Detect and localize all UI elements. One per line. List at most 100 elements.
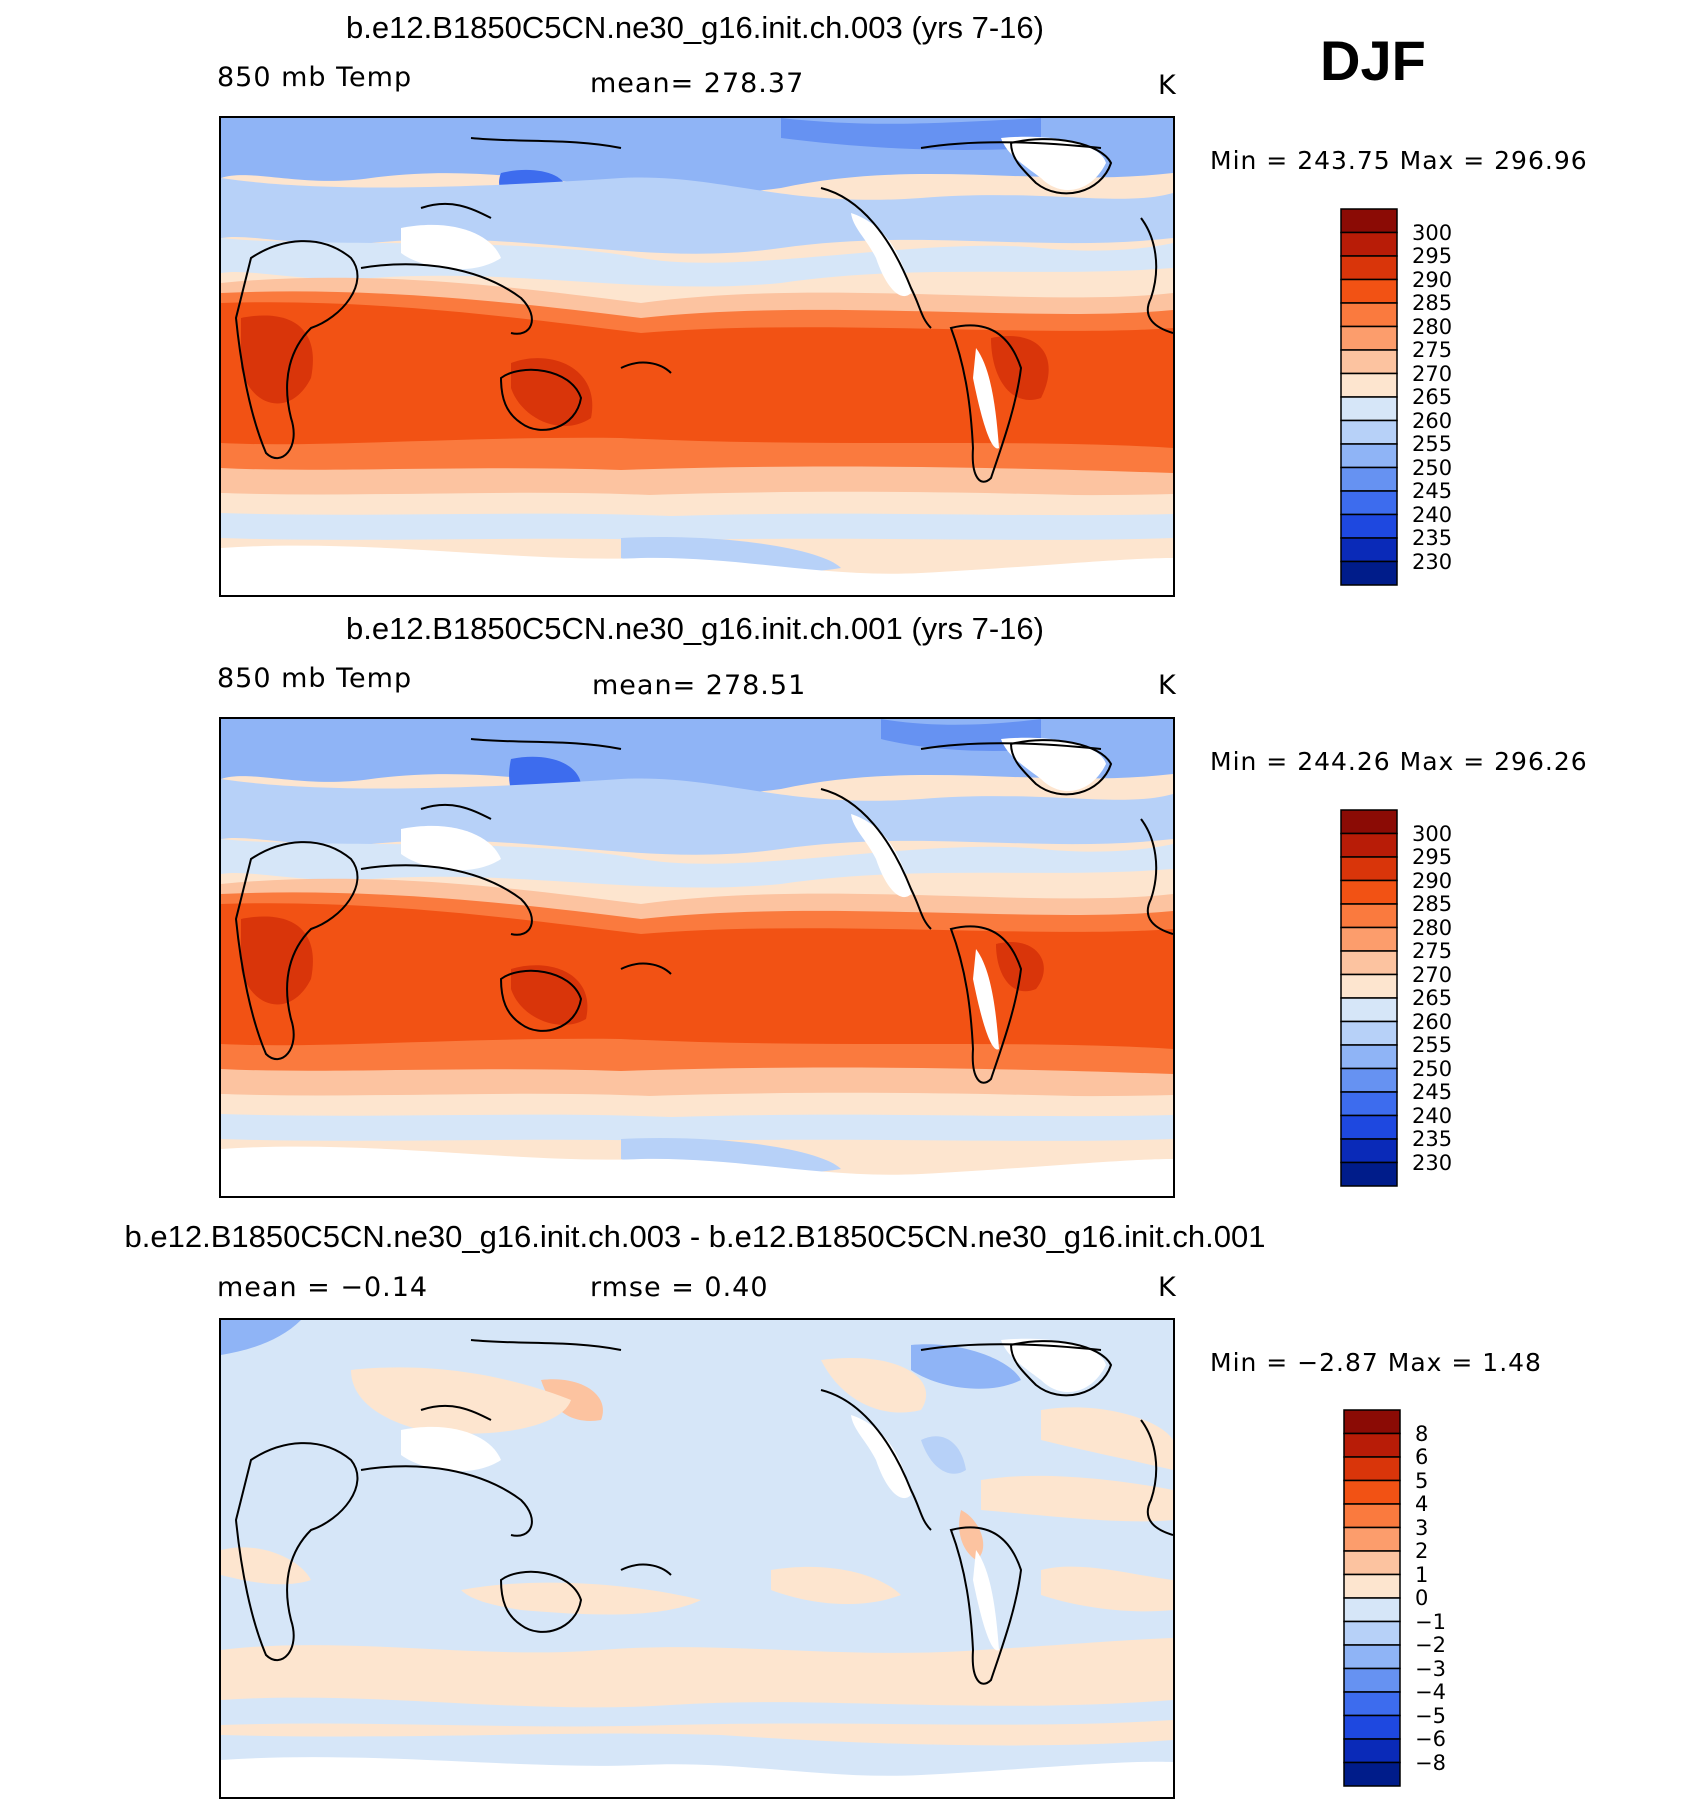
colorbar-tick-label: 260 (1412, 1009, 1453, 1034)
panel-2-contour-map (221, 719, 1173, 1196)
colorbar-swatch (1340, 419, 1398, 445)
colorbar-tick-label: 260 (1412, 408, 1453, 433)
colorbar-tick-label: 245 (1412, 1080, 1453, 1104)
colorbar-swatch (1340, 1138, 1398, 1164)
panel-3-units: K (1158, 1272, 1177, 1303)
colorbar-swatch (1340, 1044, 1398, 1070)
colorbar-tick-label: 240 (1412, 502, 1453, 527)
colorbar-swatch (1340, 231, 1398, 257)
colorbar-swatch (1340, 926, 1398, 952)
colorbar-swatch (1340, 1091, 1398, 1117)
colorbar-swatches (1340, 208, 1398, 586)
colorbar-swatch (1340, 903, 1398, 929)
colorbar-swatch (1343, 1597, 1401, 1623)
panel-2-mean: mean= 278.51 (592, 670, 807, 701)
colorbar-swatch (1340, 1114, 1398, 1140)
colorbar-swatch (1340, 490, 1398, 516)
colorbar-swatch (1340, 973, 1398, 999)
colorbar-swatch (1340, 1020, 1398, 1046)
panel-2-minmax: Min = 244.26 Max = 296.26 (1210, 747, 1588, 776)
colorbar-swatch (1343, 1714, 1401, 1740)
colorbar-tick-label: 1 (1415, 1562, 1429, 1587)
panel-3-map (219, 1318, 1175, 1799)
colorbar-tick-label: 280 (1412, 314, 1453, 339)
colorbar-tick-label: 6 (1415, 1445, 1429, 1469)
colorbar-tick-label: 235 (1412, 1127, 1453, 1151)
colorbar-tick-label: 230 (1412, 549, 1453, 574)
colorbar-swatch (1343, 1667, 1401, 1693)
colorbar-tick-label: 295 (1412, 244, 1453, 268)
panel-1-variable: 850 mb Temp (217, 62, 413, 93)
colorbar-tick-label: −4 (1415, 1680, 1446, 1704)
colorbar-swatch (1340, 1161, 1398, 1187)
colorbar-tick-label: 250 (1412, 1056, 1453, 1081)
panel-1-contour-map (221, 118, 1173, 595)
panel-2-variable: 850 mb Temp (217, 663, 413, 694)
colorbar-swatch (1340, 513, 1398, 539)
colorbar-swatch (1343, 1526, 1401, 1552)
colorbar-tick-label: 4 (1415, 1492, 1429, 1516)
colorbar-swatch (1343, 1738, 1401, 1764)
colorbar-swatch (1343, 1644, 1401, 1670)
colorbar-swatch (1340, 879, 1398, 905)
colorbar-tick-label: −3 (1415, 1656, 1446, 1681)
colorbar-tick-label: −6 (1415, 1727, 1446, 1751)
season-label: DJF (1320, 29, 1426, 92)
colorbar-tick-label: −1 (1415, 1609, 1446, 1634)
colorbar-tick-label: 285 (1412, 892, 1453, 916)
colorbar-swatch (1340, 537, 1398, 563)
colorbar-swatch (1340, 832, 1398, 858)
colorbar-tick-label: −2 (1415, 1633, 1446, 1657)
panel-2-title: b.e12.B1850C5CN.ne30_g16.init.ch.001 (yr… (346, 611, 1044, 646)
colorbar-tick-label: 265 (1412, 385, 1453, 409)
colorbar-tick-label: 300 (1412, 821, 1453, 846)
colorbar-tick-label: 275 (1412, 939, 1453, 963)
colorbar-swatch (1340, 349, 1398, 375)
panel-3-mean: mean = −0.14 (217, 1272, 429, 1303)
colorbar-swatch (1343, 1573, 1401, 1599)
colorbar-tick-label: −8 (1415, 1750, 1446, 1775)
colorbar-swatch (1340, 396, 1398, 422)
colorbar-tick-label: 255 (1412, 1033, 1453, 1057)
colorbar-swatch (1340, 560, 1398, 586)
colorbar-swatch (1340, 255, 1398, 281)
colorbar-tick-label: 3 (1415, 1515, 1429, 1540)
colorbar-swatch (1340, 1067, 1398, 1093)
colorbar-tick-label: 0 (1415, 1586, 1429, 1610)
colorbar-tick-label: 245 (1412, 479, 1453, 503)
panel-1-minmax: Min = 243.75 Max = 296.96 (1210, 146, 1588, 175)
panel-2-map (219, 717, 1175, 1198)
colorbar-swatch (1343, 1620, 1401, 1646)
colorbar-tick-label: 265 (1412, 986, 1453, 1010)
panel-3-contour-map (221, 1320, 1173, 1797)
colorbar-tick-label: 240 (1412, 1103, 1453, 1128)
colorbar-tick-label: 235 (1412, 526, 1453, 550)
colorbar-swatch (1340, 208, 1398, 234)
panel-3-rmse: rmse = 0.40 (590, 1272, 769, 1303)
colorbar-swatch (1340, 950, 1398, 976)
colorbar-swatch (1343, 1479, 1401, 1505)
colorbar-tick-label: 275 (1412, 338, 1453, 362)
colorbar-tick-label: 285 (1412, 291, 1453, 315)
colorbar-tick-label: 8 (1415, 1421, 1429, 1446)
colorbar-swatch (1343, 1691, 1401, 1717)
colorbar-tick-label: 280 (1412, 915, 1453, 940)
panel-3-minmax: Min = −2.87 Max = 1.48 (1210, 1348, 1542, 1377)
colorbar-swatch (1340, 856, 1398, 882)
colorbar-swatch (1340, 997, 1398, 1023)
colorbar-swatch (1340, 372, 1398, 398)
colorbar-swatches (1340, 809, 1398, 1187)
colorbar-swatch (1343, 1550, 1401, 1576)
colorbar-swatch (1343, 1761, 1401, 1787)
colorbar-tick-label: 250 (1412, 455, 1453, 480)
colorbar-swatch (1343, 1409, 1401, 1435)
colorbar-swatches (1343, 1409, 1401, 1787)
panel-1-units: K (1158, 70, 1177, 101)
colorbar-tick-label: 290 (1412, 267, 1453, 292)
colorbar-tick-label: 230 (1412, 1150, 1453, 1175)
panel-3-title: b.e12.B1850C5CN.ne30_g16.init.ch.003 - b… (124, 1219, 1266, 1254)
colorbar-tick-label: 270 (1412, 962, 1453, 987)
panel-1-mean: mean= 278.37 (590, 68, 805, 99)
colorbar-tick-label: 5 (1415, 1468, 1429, 1493)
colorbar-swatch (1340, 325, 1398, 351)
